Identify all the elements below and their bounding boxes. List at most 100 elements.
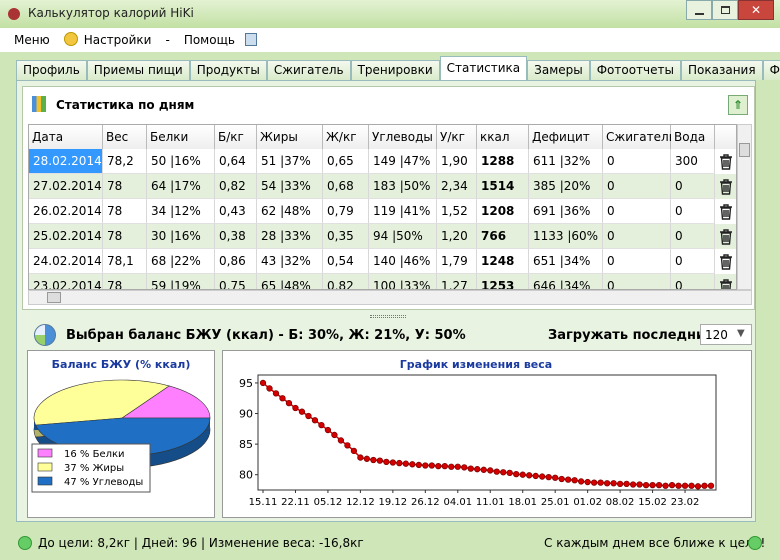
column-header[interactable]: Вода: [671, 125, 715, 149]
delete-button[interactable]: [719, 254, 733, 270]
table-cell: 0: [603, 149, 671, 174]
weight-point: [311, 417, 319, 424]
menu-item[interactable]: Меню: [14, 33, 50, 47]
column-header[interactable]: Углеводы: [369, 125, 437, 149]
weight-point: [532, 472, 539, 480]
table-row: 23.02.2014 78 59 |19% 0,75 65 |48% 0,82 100 |3…: [29, 274, 736, 290]
weight-point: [350, 447, 358, 455]
tab[interactable]: Замеры: [527, 60, 590, 80]
table-cell: 68 |22%: [147, 249, 215, 274]
menu-item[interactable]: Настройки: [83, 33, 152, 47]
export-button[interactable]: ⇑: [728, 95, 748, 115]
x-tick-label: 04.01: [443, 497, 472, 508]
weight-point: [454, 463, 461, 470]
close-button[interactable]: ✕: [738, 0, 774, 20]
table-cell: 34 |12%: [147, 199, 215, 224]
column-header[interactable]: ккал: [477, 125, 529, 149]
table-cell: 119 |41%: [369, 199, 437, 224]
table-header: Дата Вес Белки Б/кг Жиры Ж/кг Углеводы У/кг ккал…: [29, 125, 736, 149]
tab[interactable]: Приемы пищи: [86, 60, 190, 80]
weight-point: [480, 466, 487, 473]
delete-button[interactable]: [719, 279, 733, 290]
table-cell: 183 |50%: [369, 174, 437, 199]
weight-point: [539, 473, 546, 480]
menu-item[interactable]: Помощь: [183, 33, 235, 47]
weight-point: [636, 481, 643, 488]
column-header[interactable]: Ж/кг: [323, 125, 369, 149]
weight-point: [461, 464, 468, 471]
weight-point: [701, 482, 708, 489]
weight-point: [272, 390, 280, 397]
column-header[interactable]: Жиры: [257, 125, 323, 149]
trash-icon: [720, 229, 732, 245]
table-cell: 28.02.2014: [29, 149, 103, 174]
table-cell: 100 |33%: [369, 274, 437, 289]
delete-button[interactable]: [719, 179, 733, 195]
weight-point: [376, 457, 384, 464]
table-cell: 0,54: [323, 249, 369, 274]
column-header[interactable]: Сжигатель: [603, 125, 676, 149]
table-cell: 2,34: [437, 174, 477, 199]
x-tick-label: 11.01: [476, 497, 505, 508]
legend-entry: 16 % Белки: [64, 449, 125, 460]
column-header[interactable]: Белки: [147, 125, 215, 149]
weight-point: [707, 482, 715, 489]
legend-label: Белки: [93, 449, 125, 460]
minimize-button[interactable]: [686, 0, 712, 20]
legend-label: Углеводы: [93, 477, 144, 488]
trash-icon: [720, 279, 732, 289]
tab[interactable]: Сжигатель: [266, 60, 351, 80]
balance-text: Выбран баланс БЖУ (ккал) - Б: 30%, Ж: 21…: [66, 328, 466, 343]
tab[interactable]: Продукты: [189, 60, 267, 80]
weight-point: [552, 474, 559, 481]
delete-button[interactable]: [719, 229, 733, 245]
table-cell: 0,82: [323, 274, 369, 289]
table-cell: 50 |16%: [147, 149, 215, 174]
weight-point: [668, 481, 676, 489]
column-header[interactable]: Дата: [29, 125, 103, 149]
column-header[interactable]: У/кг: [437, 125, 477, 149]
table-cell: 94 |50%: [369, 224, 437, 249]
weight-point: [337, 437, 345, 444]
column-header[interactable]: Вес: [103, 125, 147, 149]
weight-point: [558, 475, 565, 483]
horizontal-scrollbar[interactable]: [28, 290, 752, 305]
weight-point: [616, 480, 624, 488]
x-tick-label: 15.02: [638, 497, 667, 508]
menu-item[interactable]: -: [165, 33, 170, 47]
weight-point: [389, 459, 397, 466]
weight-line: [262, 382, 711, 488]
legend-value: 37 %: [64, 463, 89, 474]
tab[interactable]: Фотоотчеты: [589, 60, 681, 80]
column-header[interactable]: Дефицит: [529, 125, 603, 149]
weight-point: [603, 480, 611, 487]
tab[interactable]: Показания: [681, 60, 763, 80]
delete-button[interactable]: [719, 204, 733, 220]
table-cell: 0: [671, 199, 715, 224]
table-row: 27.02.2014 78 64 |17% 0,82 54 |33% 0,68 183 |5…: [29, 174, 736, 199]
table-cell: 766: [477, 224, 529, 249]
tab[interactable]: Статистика: [439, 56, 528, 80]
weight-point: [298, 408, 306, 415]
weight-point: [675, 482, 682, 489]
maximize-button[interactable]: [712, 0, 738, 20]
weight-point: [331, 431, 338, 439]
load-dropdown[interactable]: 120 ▼: [700, 324, 752, 345]
table-cell: 0,35: [323, 224, 369, 249]
delete-button[interactable]: [719, 154, 733, 170]
vertical-scrollbar[interactable]: [737, 124, 752, 290]
weight-point: [285, 399, 293, 407]
splitter[interactable]: [370, 315, 406, 318]
table-cell: 65 |48%: [257, 274, 323, 289]
tab[interactable]: Профиль: [16, 60, 87, 80]
table-cell: 0,43: [215, 199, 257, 224]
tab[interactable]: Форум: [762, 60, 780, 80]
table-cell: 59 |19%: [147, 274, 215, 289]
table-cell: 24.02.2014: [29, 249, 103, 274]
tab[interactable]: Тренировки: [350, 60, 440, 80]
table-cell: 64 |17%: [147, 174, 215, 199]
column-header[interactable]: Б/кг: [215, 125, 257, 149]
weight-point: [493, 468, 500, 475]
table-cell: 1514: [477, 174, 529, 199]
